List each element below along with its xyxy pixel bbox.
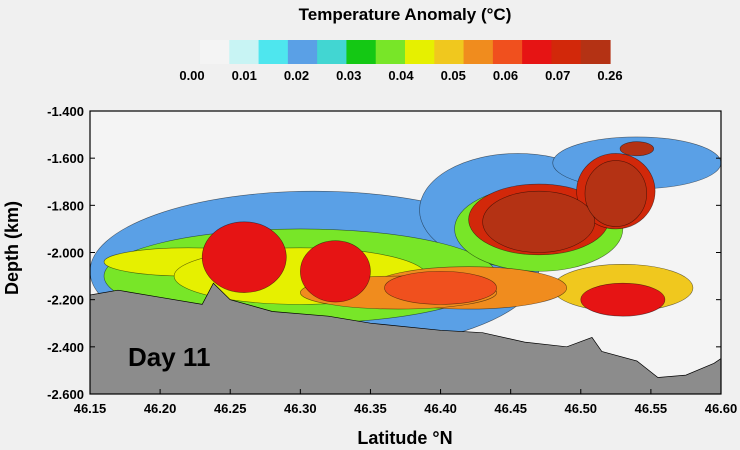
anomaly-contour bbox=[580, 282, 666, 317]
y-axis: -1.400 -1.600 -1.800 -2.000 -2.200 -2.400 -2.6… bbox=[47, 104, 721, 402]
anomaly-contour bbox=[300, 240, 371, 303]
bathymetry-seafloor bbox=[90, 282, 721, 394]
colorbar-labels: 0.00 0.01 0.02 0.03 0.04 0.05 0.06 0.07 0.26 bbox=[179, 68, 622, 83]
x-axis-label: Latitude °N bbox=[357, 428, 452, 448]
x-tick-label: 46.55 bbox=[635, 401, 668, 416]
anomaly-contour bbox=[482, 190, 596, 253]
colorbar-swatch bbox=[434, 40, 465, 64]
y-tick-label: -2.400 bbox=[47, 340, 84, 355]
colorbar-tick-label: 0.03 bbox=[336, 68, 361, 83]
x-tick-label: 46.20 bbox=[144, 401, 177, 416]
colorbar-tick-label: 0.26 bbox=[597, 68, 622, 83]
colorbar-tick-label: 0.06 bbox=[493, 68, 518, 83]
colorbar-tick-label: 0.00 bbox=[179, 68, 204, 83]
y-tick-label: -2.200 bbox=[47, 293, 84, 308]
colorbar-swatch bbox=[346, 40, 377, 64]
anomaly-contour bbox=[384, 271, 497, 305]
x-axis: 46.15 46.20 46.25 46.30 46.35 46.40 46.45 46.50… bbox=[74, 389, 738, 416]
colorbar-tick-label: 0.05 bbox=[441, 68, 466, 83]
y-tick-label: -2.000 bbox=[47, 246, 84, 261]
colorbar-swatch bbox=[463, 40, 494, 64]
colorbar-swatch bbox=[375, 40, 406, 64]
y-tick-label: -1.400 bbox=[47, 104, 84, 119]
anomaly-contour bbox=[584, 160, 647, 227]
x-tick-label: 46.50 bbox=[565, 401, 598, 416]
colorbar-swatch bbox=[317, 40, 348, 64]
colorbar-tick-label: 0.02 bbox=[284, 68, 309, 83]
day-annotation: Day 11 bbox=[128, 342, 210, 372]
y-tick-label: -2.600 bbox=[47, 387, 84, 402]
colorbar-swatch bbox=[287, 40, 318, 64]
x-tick-label: 46.60 bbox=[705, 401, 738, 416]
colorbar-swatch bbox=[580, 40, 611, 64]
colorbar-swatch bbox=[405, 40, 435, 64]
x-tick-label: 46.35 bbox=[354, 401, 387, 416]
colorbar bbox=[200, 40, 611, 64]
colorbar-tick-label: 0.04 bbox=[388, 68, 414, 83]
colorbar-swatch bbox=[492, 40, 523, 64]
colorbar-swatch bbox=[551, 40, 582, 64]
colorbar-swatch bbox=[229, 40, 260, 64]
x-tick-label: 46.30 bbox=[284, 401, 317, 416]
x-tick-label: 46.45 bbox=[494, 401, 527, 416]
colorbar-swatch bbox=[258, 40, 289, 64]
y-axis-label: Depth (km) bbox=[2, 201, 22, 295]
colorbar-tick-label: 0.07 bbox=[545, 68, 570, 83]
x-tick-label: 46.15 bbox=[74, 401, 107, 416]
anomaly-contour bbox=[619, 141, 654, 157]
anomaly-contour bbox=[201, 221, 287, 293]
y-tick-label: -1.600 bbox=[47, 151, 84, 166]
colorbar-swatch bbox=[200, 40, 230, 64]
y-tick-label: -1.800 bbox=[47, 198, 84, 213]
colorbar-swatch bbox=[522, 40, 553, 64]
x-tick-label: 46.40 bbox=[424, 401, 457, 416]
x-tick-label: 46.25 bbox=[214, 401, 247, 416]
colorbar-tick-label: 0.01 bbox=[232, 68, 257, 83]
chart-title: Temperature Anomaly (°C) bbox=[299, 5, 512, 24]
